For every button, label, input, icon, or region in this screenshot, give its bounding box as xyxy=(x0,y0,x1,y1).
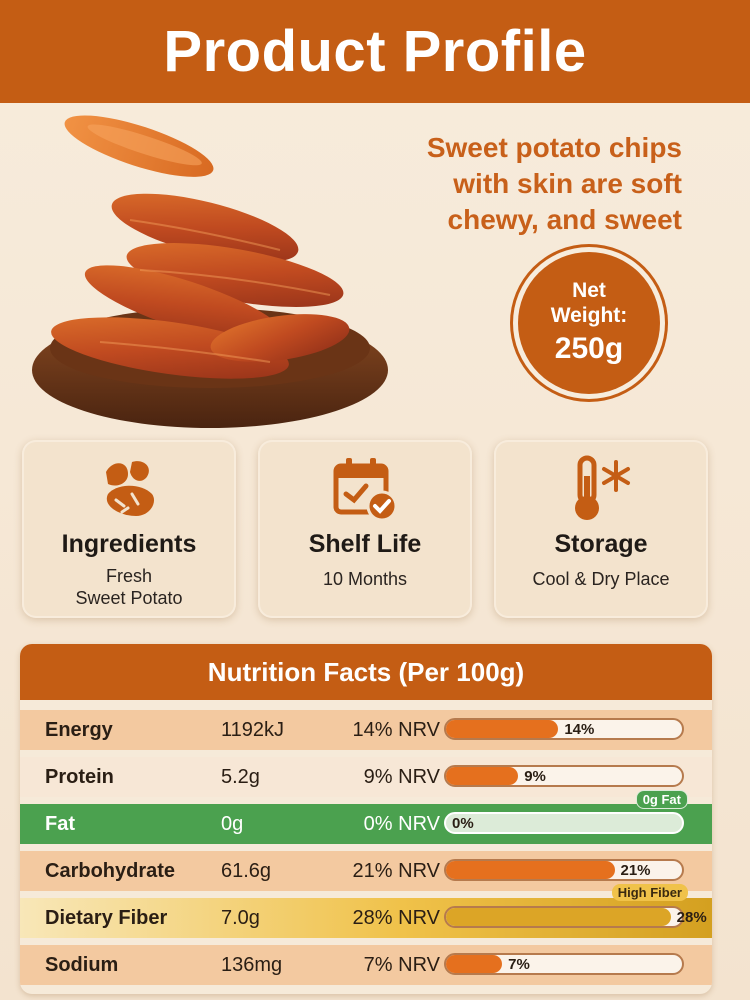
nutrient-amount: 7.0g xyxy=(221,907,260,929)
card-title: Storage xyxy=(554,530,648,558)
card-title: Shelf Life xyxy=(308,530,422,558)
nutrient-name: Energy xyxy=(45,719,113,741)
nutrient-name: Sodium xyxy=(45,954,119,976)
nutrition-row: Energy 1192kJ 14% NRV 14% xyxy=(20,710,712,750)
nutrient-name: Fat xyxy=(45,813,75,835)
nutrient-badge: High Fiber xyxy=(611,884,688,901)
nrv-progress-fill xyxy=(446,955,503,973)
nutrition-header: Nutrition Facts (Per 100g) xyxy=(20,644,712,700)
nutrient-nrv: 0% NRV xyxy=(363,813,440,835)
nutrition-row: Dietary Fiber 7.0g 28% NRV 28% High Fiber xyxy=(20,884,712,938)
tagline-line: chewy, and sweet xyxy=(447,204,682,235)
card-subtitle: Fresh Sweet Potato xyxy=(75,566,183,608)
nutrient-amount: 1192kJ xyxy=(221,719,285,741)
sweet-potato-icon xyxy=(106,461,155,516)
nutrient-name: Dietary Fiber xyxy=(45,907,168,929)
nutrient-amount: 61.6g xyxy=(221,860,272,882)
nutrition-row: Carbohydrate 61.6g 21% NRV 21% xyxy=(20,851,712,891)
nutrient-amount: 5.2g xyxy=(221,766,260,788)
tagline-line: Sweet potato chips xyxy=(426,132,682,163)
nrv-progress-label: 28% xyxy=(676,909,707,926)
tagline-line: with skin are soft xyxy=(453,168,682,199)
storage-card: Storage Cool & Dry Place xyxy=(494,440,708,618)
card-title: Ingredients xyxy=(61,530,197,558)
nutrient-nrv: 14% NRV xyxy=(352,719,440,741)
net-weight-value: 250g xyxy=(554,332,624,365)
nrv-progress-label: 0% xyxy=(452,815,474,832)
nrv-progress-bar: 0% xyxy=(444,812,684,834)
calendar-check-icon xyxy=(333,458,398,522)
net-weight-label: Net Weight: xyxy=(550,279,628,327)
nrv-progress-fill xyxy=(446,767,519,785)
nutrition-facts-table: Nutrition Facts (Per 100g) Energy 1192kJ 1… xyxy=(20,644,712,994)
nutrient-nrv: 9% NRV xyxy=(363,766,440,788)
nutrient-nrv: 28% NRV xyxy=(352,907,440,929)
page-title: Product Profile xyxy=(163,19,587,84)
shelf-life-card: Shelf Life 10 Months xyxy=(258,440,472,618)
nutrient-nrv: 21% NRV xyxy=(352,860,440,882)
nrv-progress-label: 21% xyxy=(620,862,651,879)
nutrient-name: Carbohydrate xyxy=(45,860,176,882)
nutrient-amount: 0g xyxy=(221,813,244,835)
product-tagline: Sweet potato chips with skin are soft ch… xyxy=(352,130,682,238)
title-banner: Product Profile xyxy=(0,0,750,103)
nutrition-row: Protein 5.2g 9% NRV 9% xyxy=(20,757,712,797)
net-weight-badge: Net Weight: 250g xyxy=(518,252,660,394)
nrv-progress-bar: 21% xyxy=(444,859,684,881)
card-subtitle: Cool & Dry Place xyxy=(532,569,670,589)
nrv-progress-fill xyxy=(446,861,615,879)
nutrition-row: Fat 0g 0% NRV 0% 0g Fat xyxy=(20,790,712,844)
nrv-progress-fill xyxy=(446,720,559,738)
product-image xyxy=(32,115,388,428)
card-subtitle: 10 Months xyxy=(322,569,408,589)
nutrient-badge: 0g Fat xyxy=(635,790,688,809)
thermometer-snowflake-icon xyxy=(575,455,630,520)
nrv-progress-bar: 7% xyxy=(444,953,684,975)
nutrient-nrv: 7% NRV xyxy=(363,954,440,976)
nrv-progress-bar: 14% xyxy=(444,718,684,740)
nrv-progress-label: 14% xyxy=(564,721,595,738)
nrv-progress-label: 9% xyxy=(524,768,546,785)
nutrient-amount: 136mg xyxy=(221,954,283,976)
nutrient-name: Protein xyxy=(45,766,114,788)
nrv-progress-bar: 9% xyxy=(444,765,684,787)
nrv-progress-label: 7% xyxy=(508,956,530,973)
ingredients-card: Ingredients Fresh Sweet Potato xyxy=(22,440,236,618)
nrv-progress-bar: 28% xyxy=(444,906,707,928)
nutrition-row: Sodium 136mg 7% NRV 7% xyxy=(20,945,712,985)
nrv-progress-fill xyxy=(446,908,671,926)
